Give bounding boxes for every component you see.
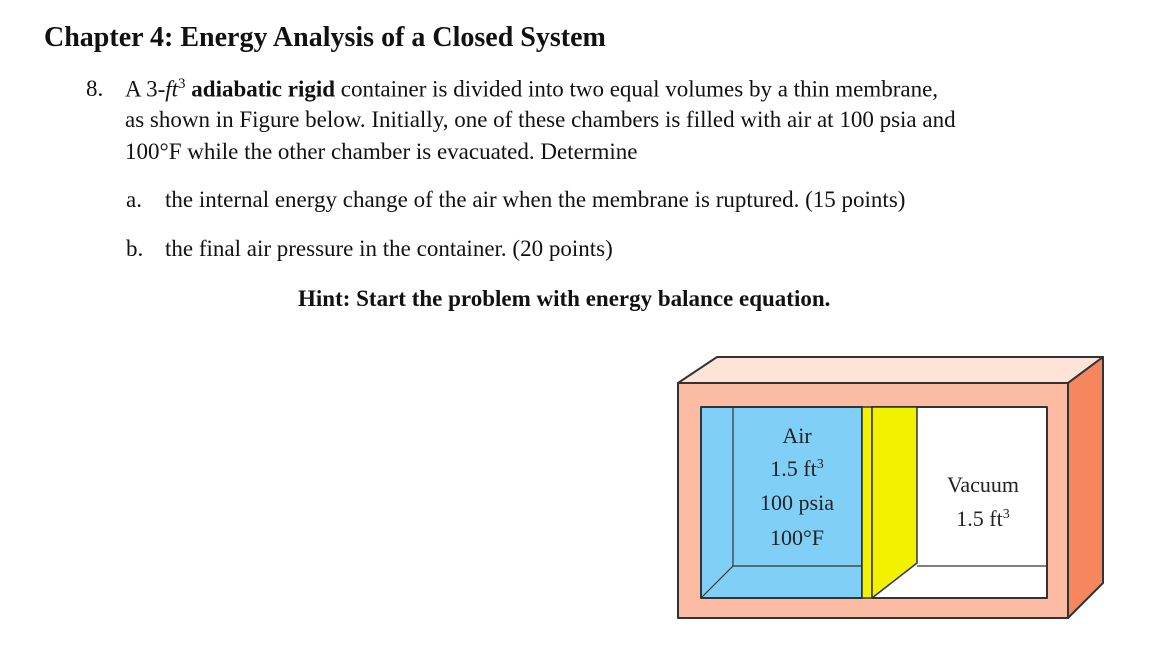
problem-line-2: as shown in Figure below. Initially, one… bbox=[125, 107, 956, 132]
container-side-face bbox=[1067, 356, 1104, 619]
problem-line-1: A 3-ft3 adiabatic rigid container is div… bbox=[125, 76, 939, 102]
vacuum-label: Vacuum bbox=[947, 472, 1019, 497]
membrane-edge bbox=[861, 406, 873, 599]
air-volume: 1.5 ft3 bbox=[770, 456, 823, 481]
membrane-panel bbox=[871, 406, 918, 599]
problem-number: 8. bbox=[86, 76, 104, 101]
part-b-label: b. bbox=[126, 236, 144, 261]
air-label: Air bbox=[782, 423, 812, 448]
container-top-face bbox=[677, 356, 1104, 384]
part-a-text: the internal energy change of the air wh… bbox=[165, 187, 906, 212]
chapter-title: Chapter 4: Energy Analysis of a Closed S… bbox=[44, 22, 606, 53]
hint: Hint: Start the problem with energy bala… bbox=[298, 286, 831, 311]
vacuum-volume: 1.5 ft3 bbox=[956, 506, 1009, 531]
air-temperature: 100°F bbox=[770, 525, 824, 550]
part-b-text: the final air pressure in the container.… bbox=[165, 236, 613, 261]
problem-line-3: 100°F while the other chamber is evacuat… bbox=[125, 139, 638, 164]
air-pressure: 100 psia bbox=[760, 490, 834, 515]
part-a-label: a. bbox=[126, 187, 142, 212]
